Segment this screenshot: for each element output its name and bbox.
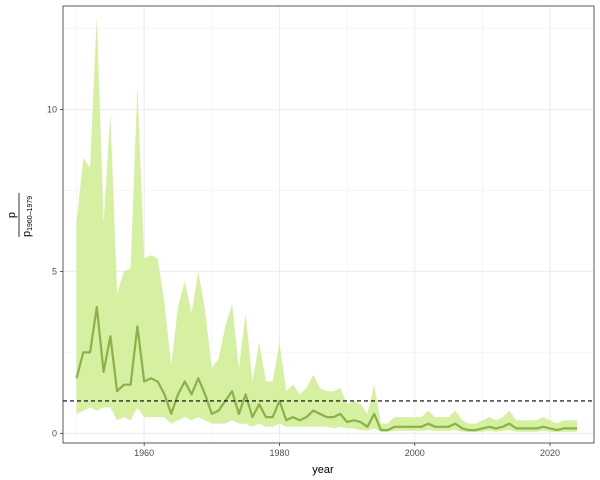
y-axis: 0 5 10 <box>47 105 63 438</box>
x-tick-label: 2000 <box>405 448 425 458</box>
plot-panel-border <box>62 5 595 444</box>
y-axis-title-numerator: p <box>6 212 18 218</box>
y-tick-label: 0 <box>52 428 57 438</box>
y-tick-label: 10 <box>47 105 57 115</box>
y-axis-title-denominator-subscript: 1960–1979 <box>27 196 34 231</box>
y-tick-label: 5 <box>52 266 57 276</box>
minor-gridlines <box>63 6 594 443</box>
y-axis-title: p p1960–1979 <box>6 193 34 237</box>
x-axis-title: year <box>312 464 334 476</box>
major-gridlines <box>63 6 594 443</box>
median-line <box>75 305 578 432</box>
x-tick-label: 1960 <box>134 448 154 458</box>
x-axis: 1960 1980 2000 2020 <box>134 443 560 458</box>
confidence-band <box>76 15 578 432</box>
svg-text:p1960–1979: p1960–1979 <box>21 196 34 237</box>
x-tick-label: 1980 <box>269 448 289 458</box>
y-axis-title-denominator: p <box>21 231 33 237</box>
x-tick-label: 2020 <box>540 448 560 458</box>
